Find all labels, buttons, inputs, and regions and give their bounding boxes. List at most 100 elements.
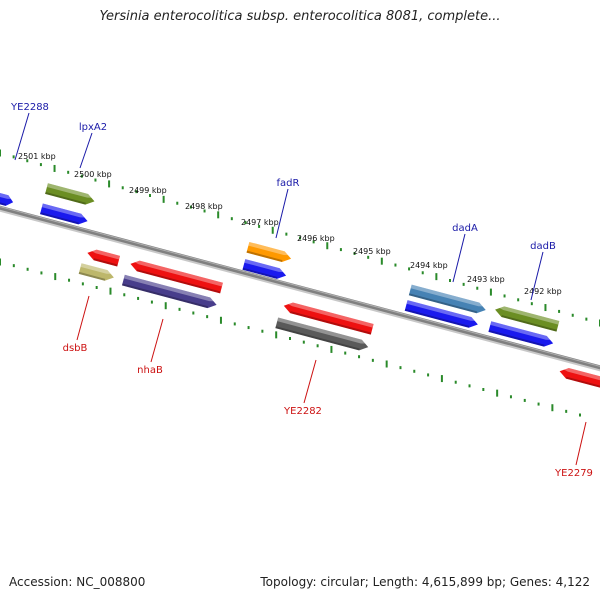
upper-ruler-major-tick	[380, 257, 383, 265]
upper-ruler-minor-tick	[258, 224, 261, 228]
lower-ruler-minor-tick	[371, 358, 374, 362]
feature-YE2282[interactable]	[275, 317, 370, 352]
feature-body	[242, 259, 287, 279]
accession-text: Accession: NC_008800	[9, 575, 146, 589]
feature-forward-6[interactable]	[404, 300, 480, 330]
lower-ruler-major-tick	[0, 258, 1, 266]
feature-body	[40, 203, 88, 225]
feature-shade	[78, 271, 106, 281]
kbp-label: 2499 kbp	[129, 186, 167, 195]
upper-ruler-major-tick	[53, 164, 56, 172]
gene-label-dadA[interactable]: dadA	[452, 223, 478, 234]
feature-body	[246, 241, 292, 262]
feature-reverse-13[interactable]	[282, 300, 374, 335]
lower-ruler-minor-tick	[509, 395, 512, 399]
gene-label-nhaB[interactable]: nhaB	[137, 365, 163, 376]
upper-ruler-major-tick	[435, 273, 438, 281]
upper-ruler-major-tick	[544, 304, 547, 312]
upper-ruler-major-tick	[0, 149, 1, 157]
upper-ruler-minor-tick	[503, 294, 506, 298]
feature-highlight	[80, 263, 115, 274]
gene-label-dadB[interactable]: dadB	[530, 241, 556, 252]
lower-ruler-minor-tick	[178, 307, 181, 311]
lower-ruler-minor-tick	[192, 311, 195, 315]
feature-body	[45, 183, 95, 205]
lower-ruler-major-tick	[385, 360, 388, 368]
feature-body	[404, 300, 478, 328]
lower-ruler-major-tick	[54, 273, 57, 281]
lower-ruler-minor-tick	[26, 267, 29, 271]
upper-ruler-minor-tick	[462, 282, 465, 286]
gene-label-YE2279[interactable]: YE2279	[554, 468, 593, 479]
lower-ruler-minor-tick	[206, 315, 209, 319]
feature-body	[121, 274, 217, 309]
gene-label-lpxA2[interactable]: lpxA2	[79, 122, 107, 133]
ruler-layer	[0, 149, 600, 417]
feature-dsbB[interactable]	[78, 263, 116, 283]
genome-title: Yersinia enterocolitica subsp. enterocol…	[99, 9, 501, 24]
feature-reverse-9[interactable]	[86, 247, 121, 267]
lower-ruler-minor-tick	[81, 282, 84, 286]
feature-highlight	[277, 317, 370, 344]
feature-body	[0, 190, 14, 206]
lower-ruler-minor-tick	[468, 384, 471, 388]
kbp-label: 2496 kbp	[297, 234, 335, 243]
feature-forward-2[interactable]	[40, 203, 89, 226]
feature-forward-4[interactable]	[242, 258, 288, 281]
lower-ruler-minor-tick	[12, 264, 15, 268]
lower-ruler-minor-tick	[150, 300, 153, 304]
label-leader-line	[575, 421, 587, 466]
gene-label-fadR[interactable]: fadR	[277, 178, 300, 189]
label-layer: 2501 kbp 2500 kbp 2499 kbp 2498 kbp 2497 kbp…	[10, 102, 593, 479]
lower-ruler-minor-tick	[358, 355, 361, 359]
feature-fadR[interactable]	[246, 241, 293, 264]
upper-ruler-minor-tick	[367, 255, 370, 259]
label-leader-line	[79, 132, 93, 169]
gene-label-YE2288[interactable]: YE2288	[10, 102, 49, 113]
feature-reverse-11[interactable]	[129, 258, 223, 294]
feature-body	[408, 284, 486, 314]
backbone-layer	[0, 205, 600, 372]
feature-forward-0[interactable]	[0, 190, 15, 207]
lower-ruler-minor-tick	[316, 344, 319, 348]
feature-forward-7[interactable]	[488, 321, 555, 349]
lower-ruler-minor-tick	[523, 398, 526, 402]
upper-ruler-minor-tick	[558, 309, 561, 313]
upper-ruler-minor-tick	[571, 313, 574, 317]
feature-dadA[interactable]	[408, 284, 487, 316]
lower-ruler-minor-tick	[427, 373, 430, 377]
kbp-label: 2492 kbp	[524, 287, 562, 296]
feature-lpxA2[interactable]	[45, 183, 96, 206]
feature-highlight	[406, 300, 479, 322]
gene-label-dsbB[interactable]: dsbB	[63, 343, 88, 354]
feature-shade	[121, 283, 208, 309]
kbp-label: 2498 kbp	[185, 202, 223, 211]
feature-shade	[565, 376, 600, 391]
kbp-label: 2500 kbp	[74, 170, 112, 179]
kbp-label: 2497 kbp	[241, 218, 279, 227]
feature-highlight	[248, 241, 293, 256]
feature-body	[275, 317, 369, 351]
feature-highlight	[88, 249, 121, 260]
feature-highlight	[244, 258, 288, 273]
gene-label-YE2282[interactable]: YE2282	[283, 406, 322, 417]
upper-ruler-minor-tick	[476, 286, 479, 290]
kbp-label: 2494 kbp	[410, 261, 448, 270]
feature-YE2279[interactable]	[558, 366, 600, 391]
upper-ruler-major-tick	[162, 195, 165, 203]
feature-layer	[0, 183, 600, 391]
lower-ruler-minor-tick	[454, 380, 457, 384]
lower-ruler-minor-tick	[482, 388, 485, 391]
kbp-label: 2501 kbp	[18, 152, 56, 161]
label-leader-line	[14, 112, 30, 161]
lower-ruler-minor-tick	[302, 340, 305, 344]
upper-ruler-minor-tick	[339, 248, 342, 252]
feature-dadB[interactable]	[494, 304, 560, 332]
upper-ruler-minor-tick	[203, 209, 206, 213]
upper-ruler-minor-tick	[26, 159, 29, 163]
upper-ruler-minor-tick	[176, 201, 179, 205]
feature-nhaB[interactable]	[121, 274, 218, 311]
upper-ruler-major-tick	[326, 242, 329, 250]
